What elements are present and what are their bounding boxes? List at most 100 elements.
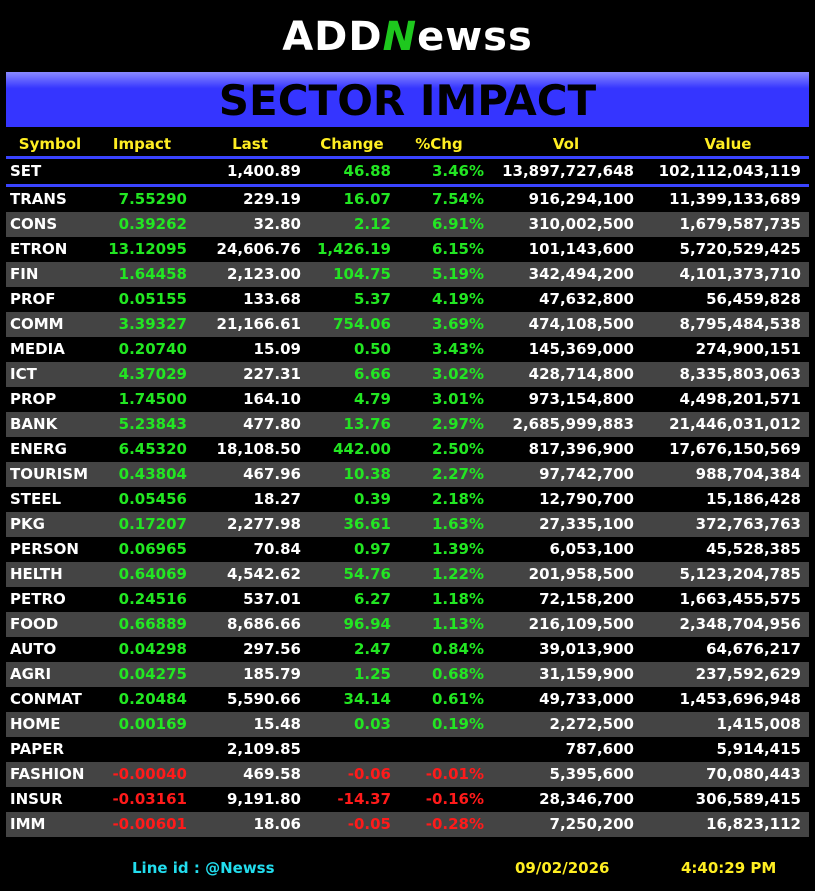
cell-value: 13.12095 xyxy=(108,239,187,258)
cell-value: 64,676,217 xyxy=(706,639,801,658)
symbol: ETRON xyxy=(10,239,68,258)
cell-value: 16,823,112 xyxy=(706,814,801,833)
cell-value: 469.58 xyxy=(243,764,301,783)
symbol: INSUR xyxy=(10,789,63,808)
cell-value: 0.61% xyxy=(431,689,484,708)
cell-value: 0.19% xyxy=(431,714,484,733)
cell-value: 96.94 xyxy=(343,614,391,633)
cell-value: 47,632,800 xyxy=(539,289,634,308)
cell-value: 1.74500 xyxy=(118,389,187,408)
cell-value: 0.17207 xyxy=(118,514,187,533)
cell-value: 973,154,800 xyxy=(528,389,634,408)
row-band xyxy=(6,261,809,287)
row-band xyxy=(6,211,809,237)
column-header: Impact xyxy=(112,135,172,153)
cell-value: 133.68 xyxy=(243,289,301,308)
cell-value: 1.18% xyxy=(431,589,484,608)
cell-value: 72,158,200 xyxy=(539,589,634,608)
cell-value: 4.79 xyxy=(353,389,391,408)
cell-value: 45,528,385 xyxy=(706,539,801,558)
line-id: Line id : @Newss xyxy=(132,859,275,877)
cell-value: 7,250,200 xyxy=(549,814,634,833)
cell-value: 21,166.61 xyxy=(216,314,301,333)
column-header: Last xyxy=(232,135,268,153)
cell-value: 145,369,000 xyxy=(528,339,634,358)
cell-value: 3.46% xyxy=(431,162,484,180)
cell-value: 54.76 xyxy=(343,564,391,583)
cell-value: 5,720,529,425 xyxy=(679,239,801,258)
cell-value: 1.13% xyxy=(431,614,484,633)
cell-value: 56,459,828 xyxy=(706,289,801,308)
date: 09/02/2026 xyxy=(515,859,610,877)
row-band xyxy=(6,611,809,637)
cell-value: 306,589,415 xyxy=(695,789,801,808)
cell-value: 164.10 xyxy=(243,389,301,408)
cell-value: 34.14 xyxy=(343,689,391,708)
cell-value: 1,415,008 xyxy=(716,714,801,733)
cell-value: -0.03161 xyxy=(112,789,187,808)
cell-value: -14.37 xyxy=(337,789,391,808)
symbol: AUTO xyxy=(10,639,57,658)
cell-value: 13.76 xyxy=(343,414,391,433)
cell-value: 39,013,900 xyxy=(539,639,634,658)
symbol: FIN xyxy=(10,264,39,283)
cell-value: 36.61 xyxy=(343,514,391,533)
cell-value: 6.91% xyxy=(431,214,484,233)
cell-value: 16.07 xyxy=(343,189,391,208)
cell-value: 2.50% xyxy=(431,439,484,458)
cell-value: 2,272,500 xyxy=(549,714,634,733)
column-header: Vol xyxy=(552,135,580,153)
cell-value: 3.69% xyxy=(431,314,484,333)
cell-value: 15.48 xyxy=(253,714,301,733)
cell-value: 2,109.85 xyxy=(226,739,301,758)
cell-value: 237,592,629 xyxy=(695,664,801,683)
cell-value: 8,795,484,538 xyxy=(679,314,801,333)
row-band xyxy=(6,511,809,537)
row-band xyxy=(6,411,809,437)
cell-value: -0.28% xyxy=(425,814,484,833)
cell-value: 477.80 xyxy=(243,414,301,433)
cell-value: 442.00 xyxy=(333,439,391,458)
row-band xyxy=(6,561,809,587)
cell-value: 6,053,100 xyxy=(549,539,634,558)
cell-value: 1,663,455,575 xyxy=(679,589,801,608)
cell-value: 1,679,587,735 xyxy=(679,214,801,233)
cell-value: -0.00601 xyxy=(112,814,187,833)
cell-value: 0.04275 xyxy=(118,664,187,683)
symbol: PAPER xyxy=(10,739,65,758)
cell-value: 1,400.89 xyxy=(226,162,301,180)
cell-value: 0.00169 xyxy=(118,714,187,733)
cell-value: 21,446,031,012 xyxy=(669,414,801,433)
cell-value: 372,763,763 xyxy=(695,514,801,533)
cell-value: 2.27% xyxy=(431,464,484,483)
cell-value: 297.56 xyxy=(243,639,301,658)
cell-value: 0.68% xyxy=(431,664,484,683)
cell-value: 474,108,500 xyxy=(528,314,634,333)
time: 4:40:29 PM xyxy=(681,859,777,877)
cell-value: 2,123.00 xyxy=(226,264,301,283)
cell-value: 185.79 xyxy=(243,664,301,683)
cell-value: 32.80 xyxy=(253,214,301,233)
cell-value: 31,159,900 xyxy=(539,664,634,683)
cell-value: 10.38 xyxy=(343,464,391,483)
cell-value: 28,346,700 xyxy=(539,789,634,808)
cell-value: 18,108.50 xyxy=(216,439,301,458)
cell-value: 229.19 xyxy=(243,189,301,208)
row-band xyxy=(6,461,809,487)
column-header: Change xyxy=(320,135,384,153)
cell-value: 8,335,803,063 xyxy=(679,364,801,383)
symbol: FOOD xyxy=(10,614,59,633)
cell-value: 1.39% xyxy=(431,539,484,558)
cell-value: 5,395,600 xyxy=(549,764,634,783)
column-header: Value xyxy=(704,135,752,153)
cell-value: 7.54% xyxy=(431,189,484,208)
cell-value: 0.84% xyxy=(431,639,484,658)
symbol: TRANS xyxy=(10,189,67,208)
cell-value: 0.20740 xyxy=(118,339,187,358)
cell-value: 1.25 xyxy=(353,664,391,683)
symbol: PROP xyxy=(10,389,57,408)
cell-value: 6.27 xyxy=(353,589,391,608)
cell-value: 817,396,900 xyxy=(528,439,634,458)
cell-value: 9,191.80 xyxy=(226,789,301,808)
cell-value: 5.23843 xyxy=(118,414,187,433)
